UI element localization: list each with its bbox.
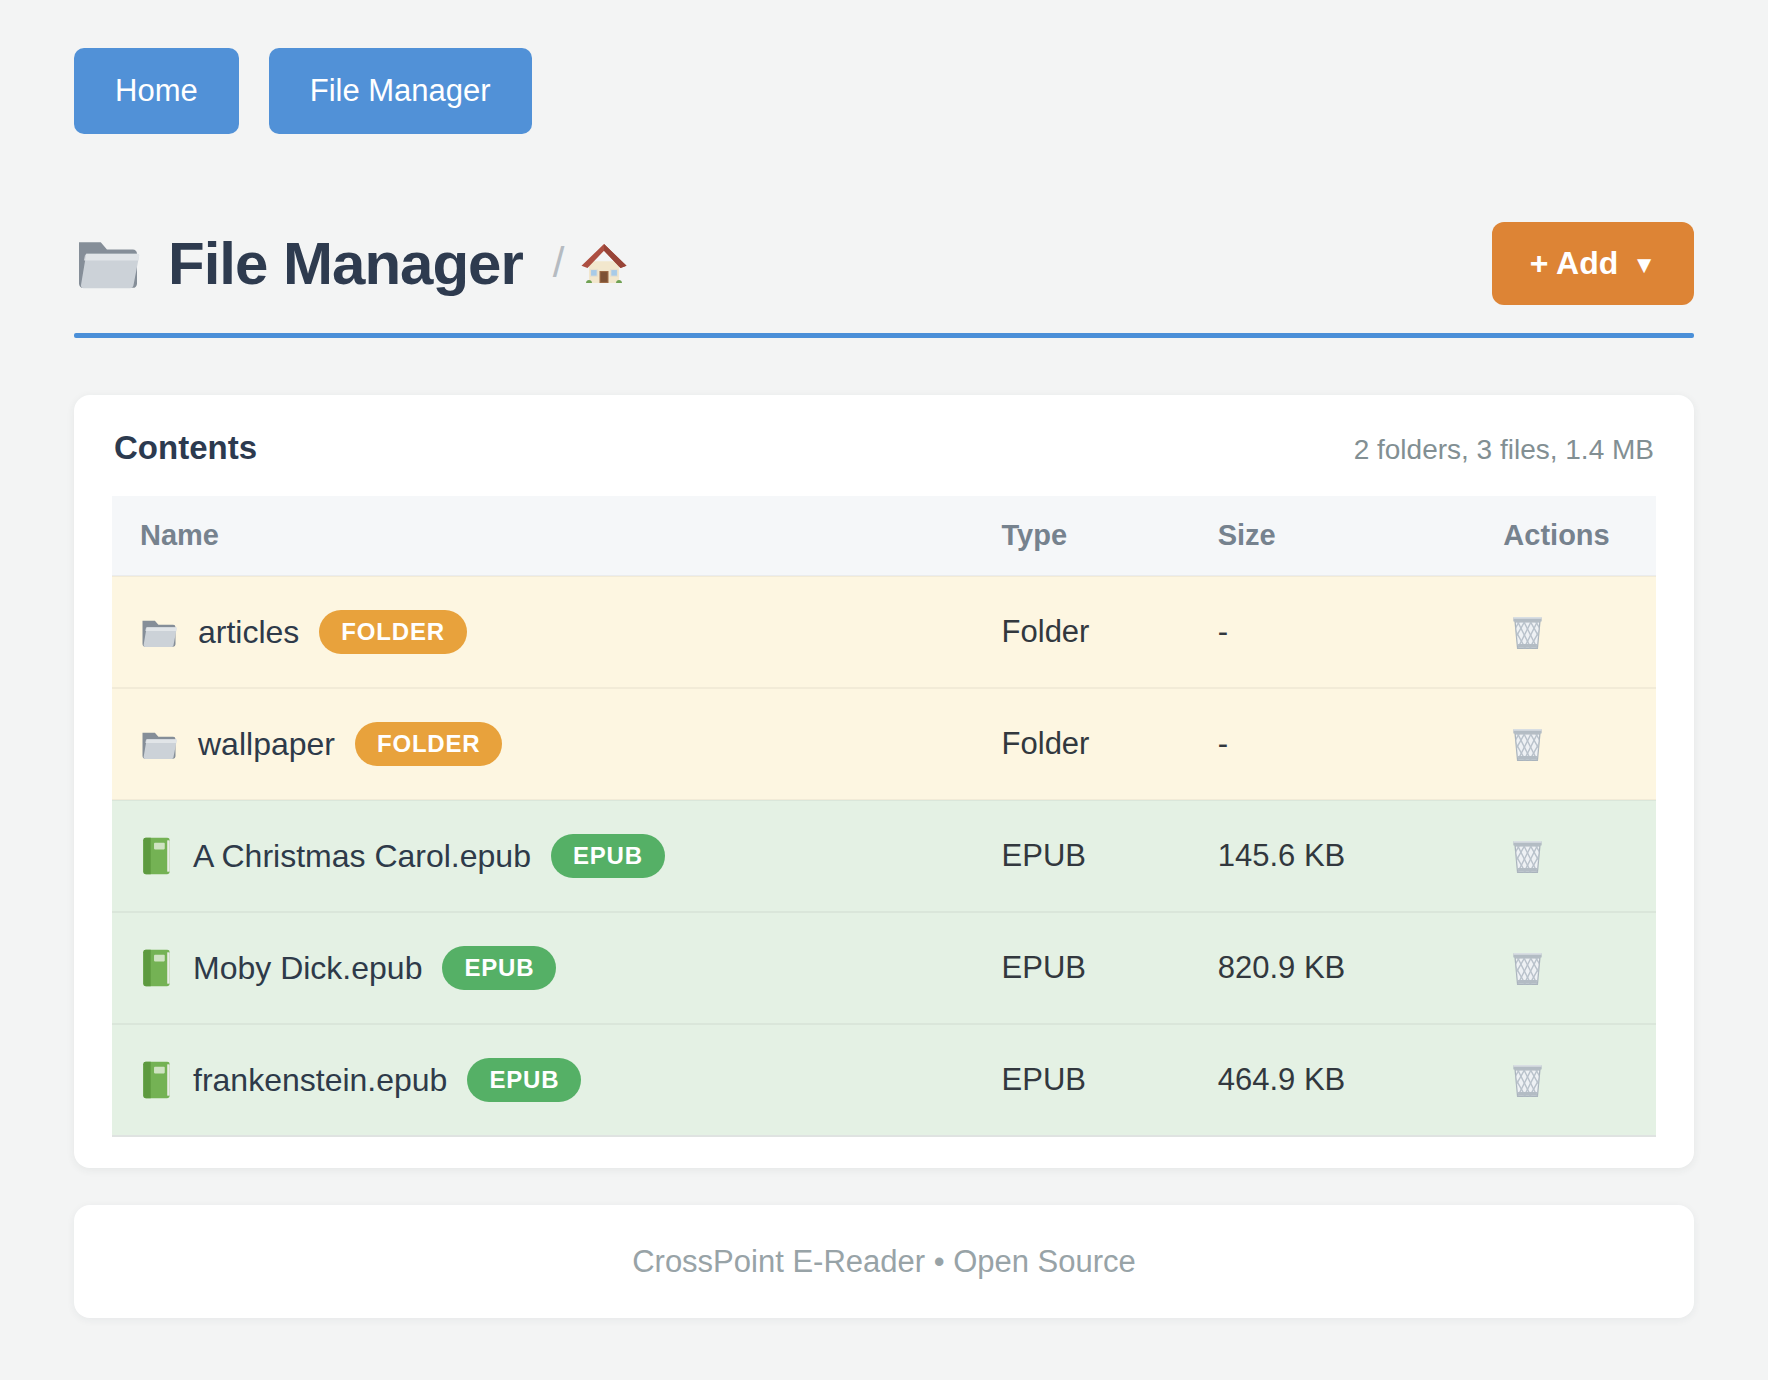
file-size: - (1190, 688, 1476, 800)
file-type: EPUB (974, 1024, 1190, 1136)
trash-icon (1509, 949, 1546, 988)
table-row-christmas-carol[interactable]: A Christmas Carol.epub EPUB EPUB 145.6 K… (112, 800, 1656, 912)
trash-icon (1509, 837, 1546, 876)
table-header-row: Name Type Size Actions (112, 496, 1656, 576)
table-row-moby-dick[interactable]: Moby Dick.epub EPUB EPUB 820.9 KB (112, 912, 1656, 1024)
home-nav-button[interactable]: Home (74, 48, 239, 134)
footer-text: CrossPoint E-Reader • Open Source (632, 1244, 1136, 1280)
trash-icon (1509, 613, 1546, 652)
file-size: 145.6 KB (1190, 800, 1476, 912)
delete-button[interactable] (1509, 613, 1546, 652)
file-type: Folder (974, 576, 1190, 688)
folder-icon (74, 234, 142, 292)
green-book-icon (140, 948, 173, 988)
file-type: EPUB (974, 800, 1190, 912)
column-header-size: Size (1190, 496, 1476, 576)
breadcrumb-separator: / (553, 239, 565, 287)
file-name[interactable]: frankenstein.epub (193, 1062, 447, 1099)
home-icon[interactable] (580, 241, 628, 286)
delete-button[interactable] (1509, 1061, 1546, 1100)
top-nav: Home File Manager (74, 48, 1694, 134)
contents-card: Contents 2 folders, 3 files, 1.4 MB Name… (74, 395, 1694, 1168)
contents-summary: 2 folders, 3 files, 1.4 MB (1354, 434, 1654, 466)
add-button[interactable]: + Add ▼ (1492, 222, 1694, 305)
file-type: Folder (974, 688, 1190, 800)
file-name[interactable]: articles (198, 614, 299, 651)
page-title: File Manager (168, 229, 523, 298)
file-size: 820.9 KB (1190, 912, 1476, 1024)
table-row-wallpaper[interactable]: wallpaper FOLDER Folder - (112, 688, 1656, 800)
file-name[interactable]: A Christmas Carol.epub (193, 838, 531, 875)
delete-button[interactable] (1509, 837, 1546, 876)
type-badge: EPUB (551, 834, 665, 878)
footer: CrossPoint E-Reader • Open Source (74, 1205, 1694, 1318)
table-row-frankenstein[interactable]: frankenstein.epub EPUB EPUB 464.9 KB (112, 1024, 1656, 1136)
folder-icon (140, 616, 178, 649)
type-badge: FOLDER (355, 722, 502, 766)
table-row-articles[interactable]: articles FOLDER Folder - (112, 576, 1656, 688)
header-divider (74, 333, 1694, 338)
delete-button[interactable] (1509, 725, 1546, 764)
page-header: File Manager / + Add ▼ (74, 214, 1694, 312)
type-badge: EPUB (467, 1058, 581, 1102)
column-header-name: Name (112, 496, 974, 576)
type-badge: FOLDER (319, 610, 466, 654)
delete-button[interactable] (1509, 949, 1546, 988)
file-manager-nav-button[interactable]: File Manager (269, 48, 532, 134)
folder-icon (140, 728, 178, 761)
trash-icon (1509, 1061, 1546, 1100)
page: Home File Manager File Manager / + Add ▼… (74, 0, 1694, 1318)
add-button-label: + Add (1530, 245, 1619, 282)
type-badge: EPUB (442, 946, 556, 990)
file-name[interactable]: Moby Dick.epub (193, 950, 422, 987)
file-size: - (1190, 576, 1476, 688)
file-size: 464.9 KB (1190, 1024, 1476, 1136)
green-book-icon (140, 836, 173, 876)
green-book-icon (140, 1060, 173, 1100)
file-name[interactable]: wallpaper (198, 726, 335, 763)
file-table: Name Type Size Actions articles FOLDER F… (112, 496, 1656, 1137)
chevron-down-icon: ▼ (1632, 251, 1656, 279)
contents-card-header: Contents 2 folders, 3 files, 1.4 MB (112, 429, 1656, 467)
column-header-actions: Actions (1475, 496, 1656, 576)
trash-icon (1509, 725, 1546, 764)
contents-heading: Contents (114, 429, 257, 467)
column-header-type: Type (974, 496, 1190, 576)
file-type: EPUB (974, 912, 1190, 1024)
